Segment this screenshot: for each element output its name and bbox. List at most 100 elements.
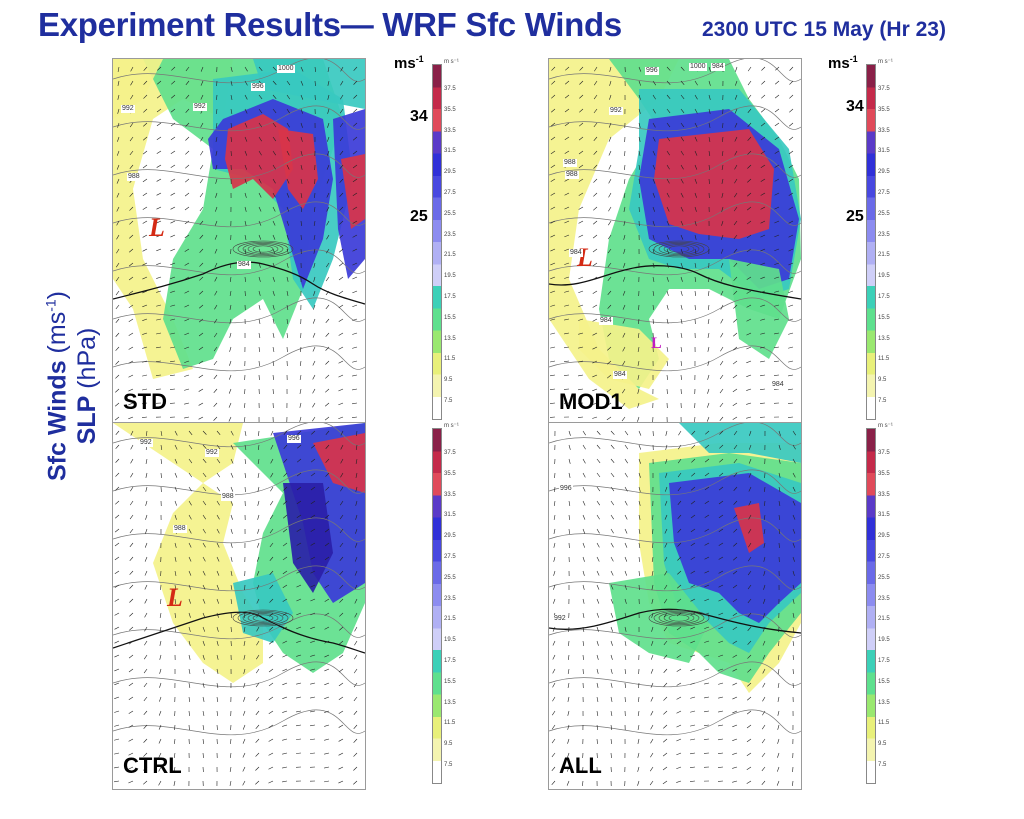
wind-vector — [272, 290, 275, 296]
wind-vector — [269, 598, 274, 603]
wind-vector — [216, 584, 220, 590]
wind-vector — [720, 304, 724, 310]
wind-vector — [339, 584, 344, 589]
wind-vector — [592, 360, 598, 364]
wind-vector — [338, 318, 344, 322]
wind-vector — [760, 276, 766, 280]
wind-vector — [129, 500, 134, 506]
wind-vector — [733, 444, 738, 450]
wind-vector — [243, 696, 246, 702]
wind-vector — [592, 332, 598, 336]
wind-vector — [666, 346, 669, 352]
wind-vector — [663, 710, 668, 715]
panel-label-mod1: MOD1 — [559, 389, 623, 414]
wind-vector — [718, 724, 724, 727]
wind-vector — [722, 136, 724, 142]
wind-vector — [637, 780, 640, 786]
wind-vector — [610, 528, 614, 534]
wind-vector — [718, 500, 724, 505]
wind-vector — [651, 570, 654, 576]
wind-vector — [694, 276, 697, 282]
wind-vector — [128, 696, 134, 700]
wind-vector — [158, 724, 162, 730]
wind-vector — [746, 276, 752, 280]
wind-vector — [129, 206, 134, 211]
wind-vector — [268, 654, 274, 659]
wind-vector — [116, 206, 120, 212]
wind-vector — [228, 388, 232, 394]
wind-vector — [733, 528, 738, 533]
wind-vector — [114, 668, 120, 672]
wind-vector — [564, 248, 570, 252]
wind-vector — [596, 570, 600, 576]
wind-vector — [145, 486, 148, 492]
wind-vector — [143, 108, 148, 113]
map-panel-ctrl: CTRL L 992 996 992 988 988 — [112, 422, 366, 790]
wind-vector — [776, 766, 780, 772]
wind-speed-colorbar: m s⁻¹ 37.5 35.5 33.5 31.5 29.5 27.5 25.5 23.5 21.… — [432, 422, 464, 788]
wind-vector — [230, 626, 232, 633]
wind-vector — [607, 346, 612, 351]
wind-vector — [551, 94, 556, 99]
wind-vector — [268, 738, 274, 742]
wind-vector — [596, 654, 599, 660]
wind-vector — [652, 150, 656, 156]
colorbar-tick-label: 13.5 — [878, 335, 890, 342]
isobar-line — [549, 423, 801, 448]
wind-vector — [733, 248, 738, 254]
wind-vector — [257, 444, 260, 450]
wind-vector — [115, 458, 120, 463]
wind-vector — [610, 626, 614, 632]
isobar-label: 988 — [563, 159, 577, 167]
wind-vector — [606, 374, 612, 379]
wind-vector — [623, 206, 626, 212]
wind-vector — [666, 262, 670, 268]
wind-vector — [690, 556, 696, 560]
wind-vector — [352, 374, 358, 377]
wind-vector — [327, 122, 330, 128]
wind-vector — [117, 94, 120, 100]
wind-vector — [746, 346, 752, 350]
wind-vector — [296, 682, 302, 685]
wind-vector — [596, 668, 599, 674]
wind-vector — [676, 766, 682, 770]
wind-vector — [637, 402, 640, 408]
wind-vector — [340, 80, 344, 86]
wind-vector — [551, 724, 556, 730]
wind-vector — [339, 220, 344, 225]
wind-vector — [762, 696, 766, 702]
isobar-label: 992 — [205, 449, 219, 457]
wind-vector — [283, 500, 288, 505]
wind-vector — [353, 766, 358, 771]
wind-vector — [286, 206, 290, 212]
colorbar-tick-label: 21.5 — [444, 252, 456, 259]
wind-vector — [188, 710, 190, 716]
wind-vector — [567, 696, 570, 702]
threshold-label-25: 25 — [410, 208, 428, 225]
wind-vector — [774, 290, 780, 293]
wind-vector — [142, 220, 148, 224]
wind-vector — [156, 346, 162, 349]
wind-vector — [255, 738, 260, 743]
wind-vector — [732, 738, 738, 741]
wind-vector — [666, 94, 671, 100]
wind-vector — [704, 654, 710, 657]
wind-vector — [324, 584, 330, 588]
wind-vector — [243, 416, 246, 422]
wind-vector — [774, 108, 780, 113]
wind-vector — [256, 640, 260, 646]
wind-vector — [257, 528, 260, 534]
wind-vector — [184, 192, 190, 197]
wind-vector — [158, 752, 162, 758]
wind-vector — [354, 598, 358, 604]
wind-vector — [718, 738, 724, 741]
wind-vector — [184, 374, 190, 377]
wind-vector — [764, 500, 766, 506]
wind-vector — [355, 528, 358, 534]
wind-vector — [778, 458, 781, 464]
wind-vector — [338, 248, 344, 253]
wind-vector — [128, 682, 134, 687]
wind-vector — [352, 346, 358, 349]
wind-vector — [268, 696, 274, 701]
wind-vector — [324, 738, 330, 741]
